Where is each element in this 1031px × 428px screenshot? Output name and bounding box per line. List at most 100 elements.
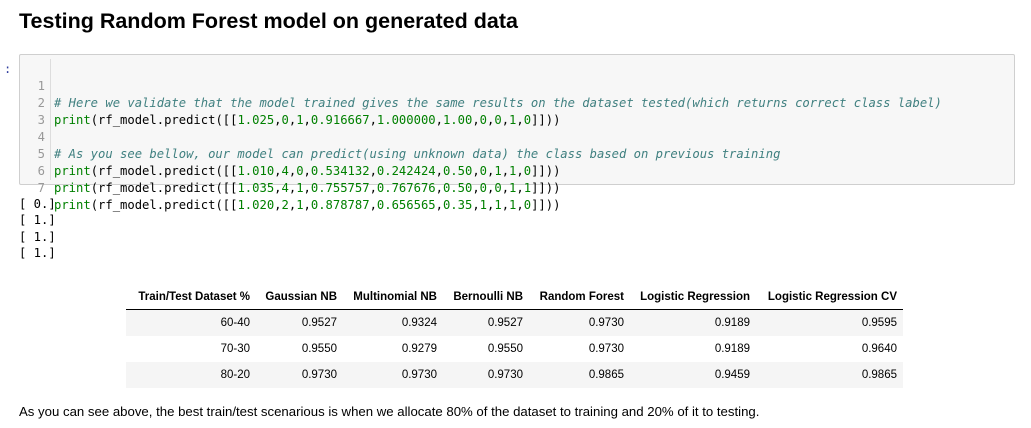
table-row: 70-30 0.9550 0.9279 0.9550 0.9730 0.9189… xyxy=(126,336,903,362)
code-punctuation: ([[ xyxy=(215,181,238,195)
code-punctuation: . xyxy=(156,113,165,127)
code-punctuation: . xyxy=(156,198,165,212)
code-builtin: print xyxy=(54,164,91,178)
column-header: Multinomial NB xyxy=(343,285,443,310)
table-cell: 0.9640 xyxy=(861,343,897,355)
table-cell: 0.9189 xyxy=(714,343,750,355)
code-punctuation: ]])) xyxy=(531,181,561,195)
line-number: 5 xyxy=(37,147,45,161)
code-punctuation: , xyxy=(369,181,377,195)
code-punctuation: , xyxy=(516,113,524,127)
code-number: 0.35 xyxy=(442,198,473,212)
code-number: 0.534132 xyxy=(310,164,370,178)
code-punctuation: ]])) xyxy=(531,164,561,178)
code-number: 1.035 xyxy=(237,181,275,195)
code-punctuation: , xyxy=(516,198,524,212)
output-line: [ 1.] xyxy=(19,229,56,244)
code-punctuation: , xyxy=(435,164,443,178)
column-header: Bernoulli NB xyxy=(443,285,529,310)
code-punctuation: , xyxy=(274,181,282,195)
code-punctuation: , xyxy=(435,113,443,127)
code-punctuation: , xyxy=(435,181,443,195)
code-builtin: print xyxy=(54,113,91,127)
line-number: 2 xyxy=(37,96,45,110)
code-statement: print(rf_model.predict([[1.020,2,1,0.878… xyxy=(54,197,560,214)
code-punctuation: ([[ xyxy=(215,164,238,178)
table-cell: 0.9730 xyxy=(588,317,624,329)
code-number: 1 xyxy=(494,198,502,212)
cell-prompt: : xyxy=(4,62,12,76)
code-punctuation: , xyxy=(435,198,443,212)
code-number: 1.020 xyxy=(237,198,275,212)
table-cell: 0.9730 xyxy=(401,369,437,381)
table-cell: 0.9595 xyxy=(861,317,897,329)
column-header: Gaussian NB xyxy=(256,285,343,310)
code-number: 0 xyxy=(281,113,289,127)
table-cell: 0.9459 xyxy=(714,369,750,381)
code-cell[interactable]: 1 # Here we validate that the model trai… xyxy=(19,54,1015,212)
code-number: 1 xyxy=(509,198,517,212)
code-punctuation: ( xyxy=(90,113,99,127)
line-number-gutter-divider xyxy=(50,59,51,180)
output-line: [ 1.] xyxy=(19,213,56,228)
code-punctuation: ( xyxy=(90,198,99,212)
code-punctuation: , xyxy=(369,164,377,178)
table-cell: 60-40 xyxy=(220,317,250,329)
table-cell: 0.9279 xyxy=(401,343,437,355)
code-punctuation: , xyxy=(288,164,297,178)
code-statement: print(rf_model.predict([[1.025,0,1,0.916… xyxy=(54,112,560,129)
table-cell: 70-30 xyxy=(220,343,250,355)
code-punctuation: . xyxy=(156,164,165,178)
column-header: Random Forest xyxy=(529,285,630,310)
code-number: 1 xyxy=(509,181,517,195)
table-cell: 0.9550 xyxy=(301,343,337,355)
line-number: 6 xyxy=(37,164,45,178)
table-cell: 0.9189 xyxy=(714,317,750,329)
code-number: 4 xyxy=(281,164,289,178)
code-builtin: print xyxy=(54,181,91,195)
code-line: 2 print(rf_model.predict([[1.025,0,1,0.9… xyxy=(20,78,1014,127)
line-number: 4 xyxy=(37,130,45,144)
code-identifier: rf_model xyxy=(98,164,157,178)
code-punctuation: , xyxy=(288,198,297,212)
code-punctuation: ]])) xyxy=(531,198,561,212)
code-editor[interactable]: 1 # Here we validate that the model trai… xyxy=(20,61,1014,212)
code-builtin: print xyxy=(54,198,91,212)
code-punctuation: ([[ xyxy=(215,198,238,212)
code-punctuation: , xyxy=(274,198,282,212)
code-number: 0.916667 xyxy=(310,113,370,127)
code-number: 1 xyxy=(296,181,304,195)
column-header: Logistic Regression CV xyxy=(756,285,903,310)
table-cell: 0.9527 xyxy=(487,317,523,329)
code-punctuation: , xyxy=(472,181,480,195)
line-number: 7 xyxy=(37,181,45,195)
code-identifier: predict xyxy=(164,164,216,178)
code-punctuation: , xyxy=(487,198,495,212)
table-cell: 0.9730 xyxy=(487,369,523,381)
table-cell: 80-20 xyxy=(220,369,250,381)
code-punctuation: ([[ xyxy=(215,113,238,127)
code-punctuation: , xyxy=(501,164,510,178)
code-number: 0 xyxy=(494,113,502,127)
code-number: 0 xyxy=(523,113,532,127)
code-punctuation: , xyxy=(472,198,480,212)
code-punctuation: , xyxy=(274,164,282,178)
code-statement: print(rf_model.predict([[1.035,4,1,0.755… xyxy=(54,180,560,197)
code-punctuation: , xyxy=(288,113,297,127)
code-punctuation: , xyxy=(516,181,524,195)
code-identifier: rf_model xyxy=(98,113,157,127)
code-number: 0 xyxy=(523,164,532,178)
code-number: 1.00 xyxy=(442,113,473,127)
code-punctuation: , xyxy=(472,113,480,127)
code-punctuation: , xyxy=(487,181,495,195)
column-header: Logistic Regression xyxy=(630,285,756,310)
code-number: 0 xyxy=(494,181,502,195)
code-number: 0.755757 xyxy=(310,181,370,195)
notebook-heading: Testing Random Forest model on generated… xyxy=(19,9,518,33)
results-table: Train/Test Dataset % Gaussian NB Multino… xyxy=(126,285,903,388)
table-row: 80-20 0.9730 0.9730 0.9730 0.9865 0.9459… xyxy=(126,362,903,388)
code-punctuation: ]])) xyxy=(531,113,561,127)
code-punctuation: , xyxy=(303,164,311,178)
code-punctuation: , xyxy=(303,198,311,212)
code-number: 4 xyxy=(281,181,289,195)
